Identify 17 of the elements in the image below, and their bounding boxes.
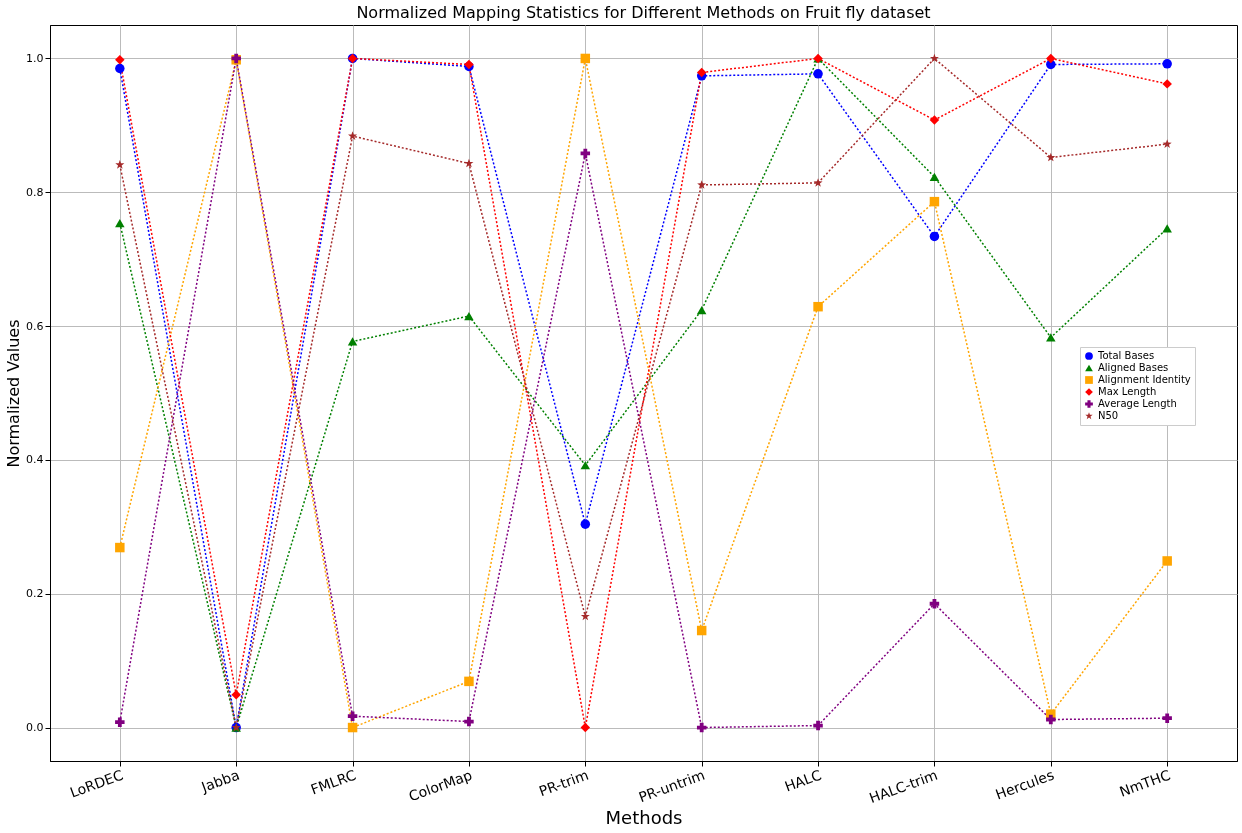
legend-label: Average Length bbox=[1098, 398, 1177, 409]
y-tick-label: 0.0 bbox=[26, 721, 44, 735]
legend-label: Alignment Identity bbox=[1098, 374, 1191, 385]
y-tick-label: 0.6 bbox=[26, 319, 44, 333]
chart-title: Normalized Mapping Statistics for Different Methods on Fruit fly dataset bbox=[356, 3, 931, 22]
legend-label: Max Length bbox=[1098, 386, 1157, 397]
legend-label: Total Bases bbox=[1097, 350, 1155, 361]
legend-label: N50 bbox=[1098, 410, 1119, 421]
y-axis-title: Normalized Values bbox=[4, 319, 24, 468]
y-tick-label: 1.0 bbox=[26, 51, 44, 65]
x-tick-label: HALC bbox=[782, 766, 824, 795]
y-tick-label: 0.8 bbox=[26, 185, 44, 199]
y-tick-label: 0.2 bbox=[26, 587, 44, 601]
x-axis-title: Methods bbox=[605, 807, 683, 829]
legend-label: Aligned Bases bbox=[1098, 362, 1169, 373]
y-tick-label: 0.4 bbox=[26, 453, 44, 467]
x-tick-label: Jabba bbox=[198, 766, 242, 796]
